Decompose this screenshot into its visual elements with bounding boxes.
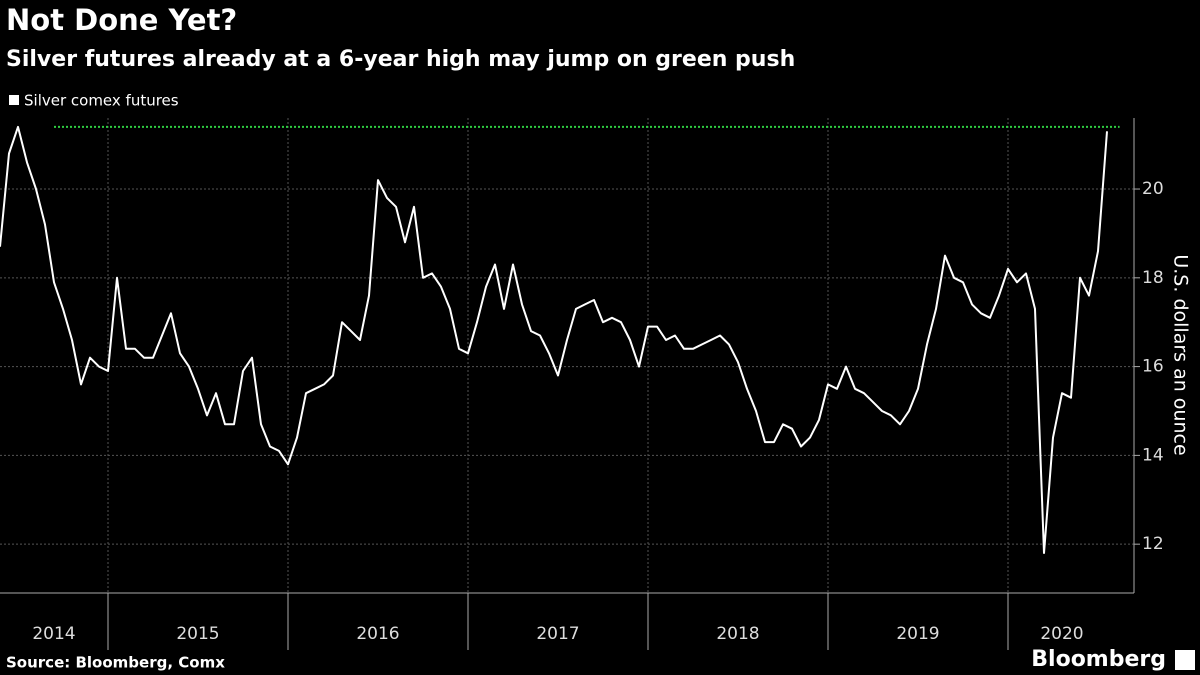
chart-subtitle: Silver futures already at a 6-year high … [6,47,795,72]
source: Source: Bloomberg, Comx [6,654,225,672]
x-tick-label: 2019 [896,624,939,644]
brand-icon [1175,650,1195,670]
legend-swatch [9,95,19,105]
chart-title: Not Done Yet? [6,3,237,37]
x-tick-label: 2014 [32,624,75,644]
y-tick-label: 12 [1142,534,1164,554]
legend-label: Silver comex futures [24,92,179,110]
y-tick-label: 14 [1142,445,1164,465]
brand: Bloomberg [1031,647,1166,672]
x-tick-label: 2018 [716,624,759,644]
x-tick-label: 2017 [536,624,579,644]
y-axis-label: U.S. dollars an ounce [1170,254,1192,455]
y-tick-label: 16 [1142,357,1164,377]
line [0,125,1108,554]
x-tick-label: 2015 [176,624,219,644]
y-tick-label: 20 [1142,179,1164,199]
x-tick-label: 2020 [1040,624,1083,644]
x-tick-label: 2016 [356,624,399,644]
y-tick-label: 18 [1142,268,1164,288]
